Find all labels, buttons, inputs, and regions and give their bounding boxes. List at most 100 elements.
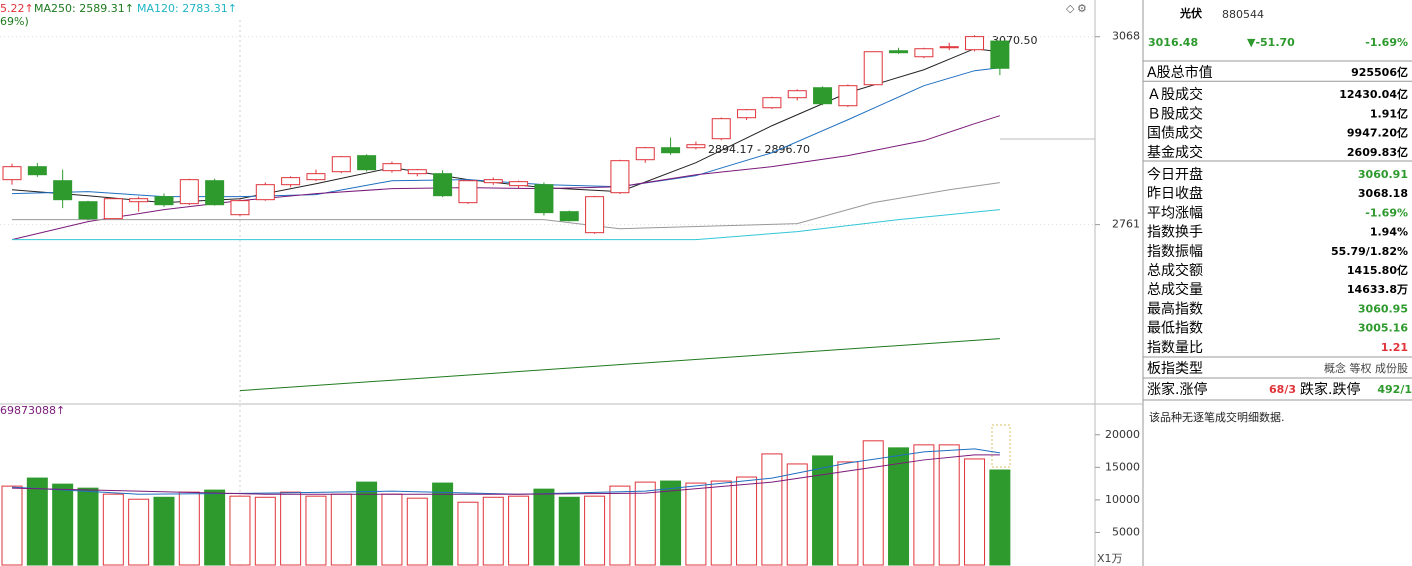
candle-body [787, 90, 807, 99]
row-value: 9947.20亿 [1347, 126, 1408, 140]
candle-body [990, 40, 1010, 69]
y-tick-label: 2761 [1112, 218, 1140, 231]
volume-bar [812, 455, 834, 566]
row-label: 今日开盘 [1147, 166, 1203, 183]
volume-bar [356, 481, 378, 566]
change-pct: -1.69% [1365, 36, 1408, 49]
row-value: 925506亿 [1351, 65, 1408, 79]
candle-body [939, 46, 959, 49]
candle-body [711, 118, 731, 140]
breadth-value: 68/3 [1269, 383, 1296, 396]
row-label: 最低指数 [1147, 321, 1203, 337]
row-label: 指数换手 [1147, 224, 1203, 241]
volume-bar [710, 480, 732, 566]
candle-body [863, 51, 883, 86]
volume-bar [305, 495, 327, 566]
volume-bar [1, 485, 23, 566]
ma-line [12, 209, 1000, 241]
candle-body [281, 177, 301, 186]
volume-bar [406, 497, 428, 566]
y-tick-label: 3068 [1112, 30, 1140, 43]
row-label: 平均涨幅 [1147, 205, 1203, 221]
breadth-label: 涨家.涨停 [1147, 381, 1207, 398]
diamond-icon[interactable]: ◇ [1066, 2, 1075, 15]
highlight [991, 424, 1011, 468]
volume-ma [11, 454, 1000, 495]
volume-bar [584, 495, 606, 566]
row-label: 国债成交 [1147, 125, 1203, 142]
row-value: 1415.80亿 [1347, 263, 1408, 277]
candle-body [103, 198, 123, 220]
candle-body [27, 166, 47, 176]
volume-bar [178, 491, 200, 566]
row-label: A股总市值 [1147, 64, 1213, 81]
candle-body [965, 36, 985, 51]
candle-body [635, 147, 655, 161]
row-value: 12430.04亿 [1339, 87, 1408, 101]
candle-body [2, 166, 22, 181]
volume-bar [888, 447, 910, 566]
candle-body [813, 87, 833, 105]
y-tick-label: 15000 [1105, 460, 1140, 473]
breadth-label: 跌家.跌停 [1300, 381, 1360, 398]
candle-body [407, 169, 427, 175]
annotation: 2894.17 - 2896.70 [708, 143, 810, 156]
volume-unit: X1万 [1097, 552, 1123, 565]
volume-title: 69873088↑ [0, 404, 65, 417]
ma-line [12, 182, 1000, 230]
candle-body [762, 97, 782, 109]
candle-body [78, 201, 98, 220]
candle-body [458, 180, 478, 204]
volume-bar [989, 469, 1011, 566]
candle-body [661, 147, 681, 154]
candle-body [914, 48, 934, 58]
row-value: 概念 等权 成份股 [1324, 361, 1408, 375]
volume-bar [52, 483, 74, 566]
row-label: 昨日收盘 [1147, 185, 1203, 202]
ma-legend: MA120: 2783.31↑ [137, 2, 237, 15]
row-value: 3060.95 [1358, 302, 1408, 315]
volume-bar [381, 493, 403, 566]
ma-legend: 69%) [0, 15, 29, 28]
note: 该品种无逐笔成交明细数据. [1149, 410, 1285, 424]
row-value: 3068.18 [1358, 187, 1408, 200]
y-tick-label: 10000 [1105, 493, 1140, 506]
row-value: 14633.8万 [1347, 283, 1408, 296]
candle-body [686, 144, 706, 149]
candle-body [585, 196, 605, 234]
volume-bar [508, 495, 530, 566]
candle-body [610, 160, 630, 194]
row-label: 总成交量 [1147, 281, 1203, 298]
volume-bar [204, 489, 226, 566]
volume-bar [432, 482, 454, 566]
candle-body [331, 156, 351, 173]
row-value: -1.69% [1365, 206, 1408, 219]
row-value: 2609.83亿 [1347, 145, 1408, 159]
row-label: 基金成交 [1147, 144, 1203, 161]
volume-bar [254, 496, 276, 566]
volume-bar [685, 482, 707, 566]
y-tick-label: 5000 [1112, 525, 1140, 538]
volume-bar [862, 440, 884, 566]
candle-body [534, 184, 554, 214]
volume-bar [761, 453, 783, 566]
volume-bar [153, 496, 175, 566]
candle-body [154, 196, 174, 206]
candle-body [483, 179, 503, 184]
candle-body [889, 50, 909, 54]
row-label: Ｂ股成交 [1147, 105, 1203, 122]
ma-legend: 5.22↑ [0, 2, 34, 15]
candle-body [230, 200, 250, 216]
candle-body [306, 173, 326, 181]
volume-bar [77, 487, 99, 566]
volume-bar [533, 488, 555, 566]
candle-body [838, 85, 858, 107]
volume-bar [128, 498, 150, 566]
settings-icon[interactable]: ⚙ [1077, 2, 1087, 15]
candle-body [255, 184, 275, 201]
volume-bar [964, 458, 986, 566]
volume-bar [938, 444, 960, 566]
candle-body [53, 180, 73, 201]
